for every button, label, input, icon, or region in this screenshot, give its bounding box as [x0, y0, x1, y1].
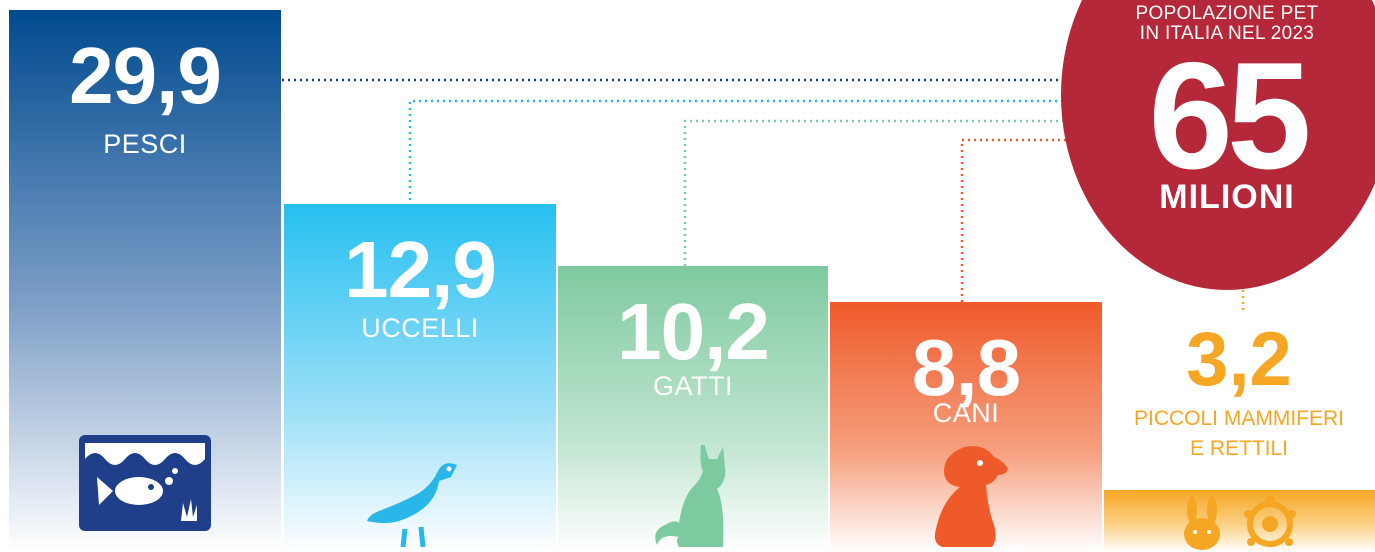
bar-piccoli	[1104, 490, 1375, 552]
label-cani: CANI	[932, 398, 1000, 428]
rabbit-icon	[1184, 496, 1220, 550]
cat-icon	[643, 415, 743, 552]
value-pesci: 29,9	[69, 31, 222, 120]
small-animals-icons	[1179, 496, 1301, 552]
value-uccelli: 12,9	[344, 225, 497, 314]
value-cani: 8,8	[911, 323, 1021, 412]
circle-title-line2: IN ITALIA NEL 2023	[1139, 23, 1315, 44]
bar-pesci: 29,9 PESCI	[9, 10, 281, 552]
aquarium-fish-icon	[77, 433, 213, 538]
bird-icon	[365, 455, 475, 552]
label-piccoli-line2: E RETTILI	[1189, 437, 1289, 460]
connector-gatti	[683, 119, 1078, 266]
bar-gatti: 10,2 GATTI	[558, 266, 828, 552]
circle-title-line1: POPOLAZIONE PET	[1135, 3, 1319, 24]
value-piccoli: 3,2	[1186, 317, 1292, 402]
label-pesci: PESCI	[103, 129, 187, 159]
connector-uccelli	[408, 99, 1078, 200]
circle-big-number: 65	[1148, 31, 1311, 201]
bar-uccelli: 12,9 UCCELLI	[284, 204, 556, 552]
bar-cani: 8,8 CANI	[830, 302, 1102, 552]
circle-unit: MILIONI	[1159, 178, 1295, 216]
turtle-icon	[1244, 496, 1296, 547]
label-piccoli-line1: PICCOLI MAMMIFERI	[1133, 407, 1344, 430]
connector-cani	[960, 138, 1078, 302]
label-gatti: GATTI	[653, 371, 733, 401]
dog-icon	[914, 443, 1018, 552]
value-gatti: 10,2	[617, 287, 770, 376]
label-uccelli: UCCELLI	[361, 313, 479, 343]
